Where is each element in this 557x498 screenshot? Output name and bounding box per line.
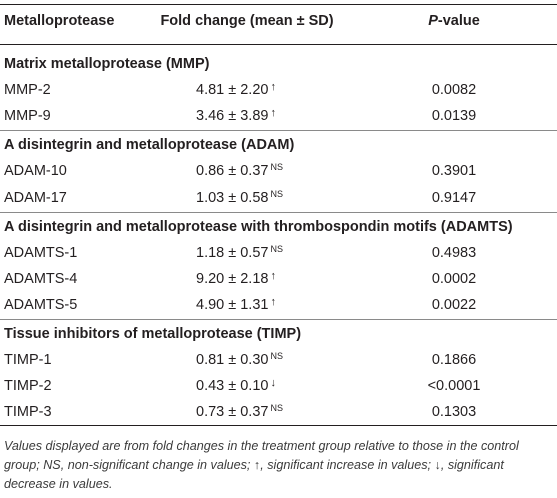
table-row: TIMP-2 0.43 ± 0.10 ↓ <0.0001 (0, 373, 557, 399)
group-divider (0, 211, 557, 213)
group-title-text: A disintegrin and metalloprotease (ADAM) (4, 137, 295, 154)
cell-p-value: 0.0139 (431, 108, 477, 125)
fold-change-value: 9.20 ± 2.18 (196, 270, 269, 287)
cell-p-value: 0.1303 (431, 404, 477, 421)
table-row: TIMP-3 0.73 ± 0.37 NS 0.1303 (0, 399, 557, 425)
header-p-value: P-value (394, 8, 514, 34)
cell-fold-change: 0.73 ± 0.37 NS (160, 399, 376, 426)
ns-mark: NS (270, 243, 283, 254)
header-p-italic: P (428, 13, 438, 29)
table-row: ADAM-17 1.03 ± 0.58 NS 0.9147 (0, 185, 557, 211)
table-row: TIMP-1 0.81 ± 0.30 NS 0.1866 (0, 347, 557, 373)
header-p-rest: -value (437, 13, 480, 29)
table-row: MMP-9 3.46 ± 3.89 ↑ 0.0139 (0, 103, 557, 129)
cell-p-value: 0.9147 (431, 189, 477, 206)
group-title: A disintegrin and metalloprotease with t… (0, 214, 557, 240)
cell-name: MMP-9 (4, 108, 51, 125)
table-row: ADAMTS-4 9.20 ± 2.18 ↑ 0.0002 (0, 266, 557, 292)
group-title: Matrix metalloprotease (MMP) (0, 51, 557, 77)
table-footnote: Values displayed are from fold changes i… (4, 439, 519, 491)
ns-mark: NS (270, 403, 283, 414)
ns-mark: NS (270, 351, 283, 362)
cell-name: TIMP-3 (4, 404, 52, 421)
cell-p-value: 0.4983 (431, 244, 477, 261)
cell-p-value: <0.0001 (427, 378, 481, 395)
cell-p-value: 0.1866 (431, 352, 477, 369)
group-divider (0, 319, 557, 320)
group-title: A disintegrin and metalloprotease (ADAM) (0, 132, 557, 158)
group-title: Tissue inhibitors of metalloprotease (TI… (0, 321, 557, 347)
significance-arrow-icon: ↓ (270, 377, 276, 390)
ns-mark: NS (270, 188, 283, 199)
table-row: ADAM-10 0.86 ± 0.37 NS 0.3901 (0, 158, 557, 184)
table-row: ADAMTS-1 1.18 ± 0.57 NS 0.4983 (0, 240, 557, 266)
cell-fold-change: 0.86 ± 0.37 NS (160, 158, 376, 185)
header-rule (0, 44, 557, 45)
cell-name: ADAMTS-5 (4, 296, 78, 313)
significance-arrow-icon: ↑ (270, 269, 276, 282)
header-metalloprotease: Metalloprotease (4, 13, 115, 29)
cell-fold-change: 9.20 ± 2.18 ↑ (160, 266, 376, 293)
fold-change-value: 0.43 ± 0.10 (196, 378, 269, 395)
significance-arrow-icon: ↑ (270, 81, 276, 94)
cell-name: ADAM-17 (4, 189, 67, 206)
table-header: Metalloprotease Fold change (mean ± SD) … (0, 8, 557, 34)
significance-arrow-icon: ↑ (270, 107, 276, 120)
fold-change-value: 4.81 ± 2.20 (196, 82, 269, 99)
ns-mark: NS (270, 162, 283, 173)
fold-change-value: 0.86 ± 0.37 (196, 163, 269, 180)
cell-name: MMP-2 (4, 82, 51, 99)
group-title-text: A disintegrin and metalloprotease with t… (4, 218, 513, 235)
group-title-text: Tissue inhibitors of metalloprotease (TI… (4, 326, 302, 342)
fold-change-value: 4.90 ± 1.31 (196, 296, 269, 313)
bottom-rule (0, 425, 557, 426)
cell-fold-change: 3.46 ± 3.89 ↑ (160, 103, 376, 130)
fold-change-value: 1.03 ± 0.58 (196, 189, 269, 206)
fold-change-value: 1.18 ± 0.57 (196, 244, 269, 261)
cell-p-value: 0.0022 (431, 296, 477, 313)
header-fold-change: Fold change (mean ± SD) (160, 13, 334, 29)
cell-name: TIMP-1 (4, 352, 52, 369)
fold-change-value: 0.73 ± 0.37 (196, 404, 269, 421)
cell-p-value: 0.3901 (431, 163, 477, 180)
cell-fold-change: 0.43 ± 0.10 ↓ (160, 373, 376, 400)
cell-p-value: 0.0082 (431, 82, 477, 99)
table-row: ADAMTS-5 4.90 ± 1.31 ↑ 0.0022 (0, 292, 557, 318)
fold-change-value: 3.46 ± 3.89 (196, 108, 269, 125)
cell-name: ADAM-10 (4, 163, 67, 180)
top-rule (0, 4, 557, 5)
cell-fold-change: 4.90 ± 1.31 ↑ (160, 292, 376, 319)
group-title-text: Matrix metalloprotease (MMP) (4, 56, 210, 72)
cell-name: TIMP-2 (4, 378, 52, 395)
table-row: MMP-2 4.81 ± 2.20 ↑ 0.0082 (0, 77, 557, 103)
cell-fold-change: 1.03 ± 0.58 NS (160, 185, 376, 212)
cell-p-value: 0.0002 (431, 270, 477, 287)
cell-name: ADAMTS-4 (4, 270, 78, 287)
cell-fold-change: 4.81 ± 2.20 ↑ (160, 77, 376, 104)
group-divider (0, 130, 557, 132)
significance-arrow-icon: ↑ (270, 295, 276, 308)
cell-fold-change: 0.81 ± 0.30 NS (160, 347, 376, 374)
cell-name: ADAMTS-1 (4, 244, 78, 261)
fold-change-value: 0.81 ± 0.30 (196, 352, 269, 369)
cell-fold-change: 1.18 ± 0.57 NS (160, 240, 376, 267)
